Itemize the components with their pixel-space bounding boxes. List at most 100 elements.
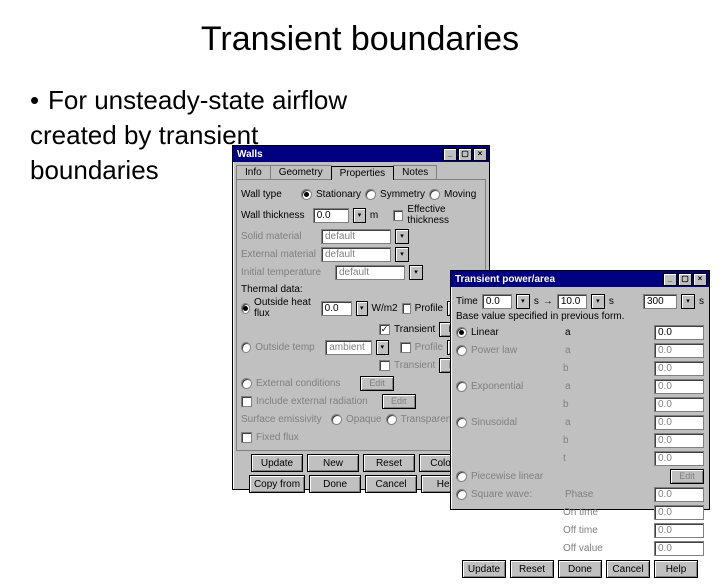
tab-properties[interactable]: Properties — [331, 166, 395, 180]
heatflux-transient-checkbox[interactable] — [379, 324, 390, 335]
walltype-moving-radio[interactable] — [429, 189, 440, 200]
update-button[interactable]: Update — [251, 454, 303, 472]
tab-info[interactable]: Info — [236, 165, 271, 179]
tab-notes[interactable]: Notes — [393, 165, 437, 179]
time-from-unit: s — [534, 296, 539, 307]
time-from-unit-dropdown[interactable]: ▾ — [516, 294, 530, 309]
sq-on-label: On time — [563, 507, 598, 518]
walltype-stationary-label: Stationary — [316, 189, 361, 200]
tab-geometry[interactable]: Geometry — [270, 165, 332, 179]
minimize-icon[interactable]: _ — [663, 273, 677, 286]
ext-radiation-label: Include external radiation — [256, 396, 368, 407]
transient-window: Transient power/area _ ▢ × Time 0.0 ▾ s … — [450, 270, 710, 510]
solid-material-dropdown-icon[interactable]: ▾ — [395, 229, 409, 244]
solid-material-select[interactable]: default — [321, 229, 391, 244]
arrow-icon: → — [543, 296, 553, 307]
power-b-label: b — [563, 363, 569, 374]
walls-titlebar[interactable]: Walls _ ▢ × — [233, 146, 489, 162]
reset-button[interactable]: Reset — [363, 454, 415, 472]
trans-help-button[interactable]: Help — [654, 560, 698, 578]
cancel-button[interactable]: Cancel — [365, 475, 417, 493]
linear-radio[interactable] — [456, 327, 467, 338]
new-button[interactable]: New — [307, 454, 359, 472]
ext-radiation-edit-button[interactable]: Edit — [382, 394, 416, 409]
linear-a-input[interactable]: 0.0 — [654, 325, 704, 340]
close-icon[interactable]: × — [693, 273, 707, 286]
sq-phase-input[interactable]: 0.0 — [654, 487, 704, 502]
heatflux-input[interactable]: 0.0 — [321, 301, 352, 316]
extcond-radio[interactable] — [241, 378, 252, 389]
trans-reset-button[interactable]: Reset — [510, 560, 554, 578]
exponential-radio[interactable] — [456, 381, 467, 392]
powerlaw-label: Power law — [471, 345, 561, 356]
outtemp-dropdown-icon[interactable]: ▾ — [376, 340, 389, 355]
maximize-icon[interactable]: ▢ — [678, 273, 692, 286]
piecewise-radio[interactable] — [456, 471, 467, 482]
outtemp-select[interactable]: ambient — [325, 340, 372, 355]
outtemp-radio[interactable] — [241, 342, 251, 353]
sin-t-label: t — [563, 453, 566, 464]
heatflux-radio[interactable] — [241, 303, 250, 314]
heatflux-profile-checkbox[interactable] — [402, 303, 411, 314]
powerlaw-radio[interactable] — [456, 345, 467, 356]
ext-radiation-checkbox[interactable] — [241, 396, 252, 407]
power-b-input[interactable]: 0.0 — [654, 361, 704, 376]
step-input[interactable]: 300 — [643, 294, 677, 309]
outtemp-profile-checkbox[interactable] — [400, 342, 410, 353]
sinusoidal-radio[interactable] — [456, 417, 467, 428]
thickness-unit: m — [370, 210, 378, 221]
external-material-label: External material — [241, 249, 317, 260]
power-a-input[interactable]: 0.0 — [654, 343, 704, 358]
exp-b-input[interactable]: 0.0 — [654, 397, 704, 412]
maximize-icon[interactable]: ▢ — [458, 148, 472, 161]
trans-cancel-button[interactable]: Cancel — [606, 560, 650, 578]
extcond-edit-button[interactable]: Edit — [360, 376, 394, 391]
external-material-dropdown-icon[interactable]: ▾ — [395, 247, 409, 262]
sq-off-input[interactable]: 0.0 — [654, 523, 704, 538]
outtemp-transient-checkbox[interactable] — [379, 360, 390, 371]
sin-b-input[interactable]: 0.0 — [654, 433, 704, 448]
initial-temp-select[interactable]: default — [335, 265, 405, 280]
sin-b-label: b — [563, 435, 569, 446]
heatflux-unit-dropdown[interactable]: ▾ — [356, 301, 367, 316]
time-label: Time — [456, 296, 478, 307]
close-icon[interactable]: × — [473, 148, 487, 161]
linear-label: Linear — [471, 327, 561, 338]
piecewise-edit-button[interactable]: Edit — [670, 469, 704, 484]
time-from-input[interactable]: 0.0 — [482, 294, 512, 309]
squarewave-radio[interactable] — [456, 489, 467, 500]
walls-title: Walls — [235, 149, 442, 160]
solid-material-label: Solid material — [241, 231, 317, 242]
thickness-input[interactable]: 0.0 — [313, 208, 350, 223]
minimize-icon[interactable]: _ — [443, 148, 457, 161]
heatflux-profile-label: Profile — [415, 303, 443, 314]
time-to-input[interactable]: 10.0 — [557, 294, 587, 309]
external-material-select[interactable]: default — [321, 247, 391, 262]
thickness-unit-dropdown[interactable]: ▾ — [353, 208, 366, 223]
exp-a-input[interactable]: 0.0 — [654, 379, 704, 394]
copyfrom-button[interactable]: Copy from — [249, 475, 305, 493]
done-button[interactable]: Done — [309, 475, 361, 493]
sin-a-input[interactable]: 0.0 — [654, 415, 704, 430]
transparent-radio[interactable] — [386, 414, 397, 425]
effective-thickness-checkbox[interactable] — [393, 210, 403, 221]
trans-update-button[interactable]: Update — [462, 560, 506, 578]
step-unit-dropdown[interactable]: ▾ — [681, 294, 695, 309]
initial-temp-dropdown-icon[interactable]: ▾ — [409, 265, 423, 280]
sin-t-input[interactable]: 0.0 — [654, 451, 704, 466]
power-a-label: a — [565, 345, 571, 356]
walls-tabs: Info Geometry Properties Notes — [236, 165, 486, 179]
transient-titlebar[interactable]: Transient power/area _ ▢ × — [451, 271, 709, 287]
sq-on-input[interactable]: 0.0 — [654, 505, 704, 520]
opaque-radio[interactable] — [331, 414, 342, 425]
step-unit: s — [699, 296, 704, 307]
walltype-symmetry-radio[interactable] — [365, 189, 376, 200]
time-to-unit-dropdown[interactable]: ▾ — [591, 294, 605, 309]
sin-a-label: a — [565, 417, 571, 428]
sq-offvalue-label: Off value — [563, 543, 603, 554]
sq-offvalue-input[interactable]: 0.0 — [654, 541, 704, 556]
outtemp-profile-label: Profile — [415, 342, 443, 353]
fixed-flux-checkbox[interactable] — [241, 432, 252, 443]
trans-done-button[interactable]: Done — [558, 560, 602, 578]
walltype-stationary-radio[interactable] — [301, 189, 312, 200]
